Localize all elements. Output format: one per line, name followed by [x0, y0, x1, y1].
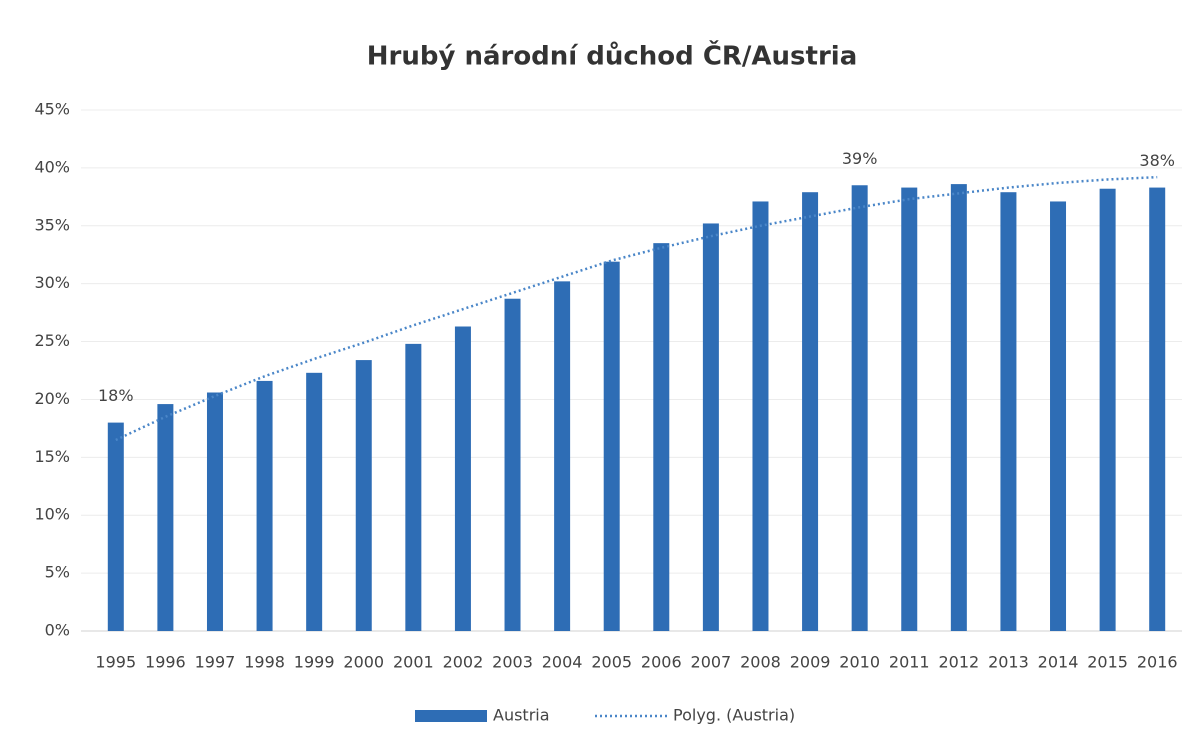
x-tick-label: 2007 — [691, 653, 732, 672]
data-label: 18% — [98, 386, 134, 405]
x-tick-label: 2012 — [938, 653, 979, 672]
x-tick-label: 2006 — [641, 653, 682, 672]
x-tick-label: 2004 — [542, 653, 583, 672]
data-label: 38% — [1139, 151, 1175, 170]
bar — [454, 326, 471, 631]
legend-label: Polyg. (Austria) — [673, 706, 795, 725]
x-tick-label: 1996 — [145, 653, 186, 672]
legend-swatch — [415, 710, 487, 722]
x-tick-label: 2011 — [889, 653, 930, 672]
y-tick-label: 0% — [45, 621, 70, 640]
bar — [1149, 187, 1166, 631]
y-tick-label: 45% — [34, 100, 70, 119]
x-tick-label: 1999 — [294, 653, 335, 672]
x-tick-label: 2000 — [343, 653, 384, 672]
bar — [256, 380, 273, 631]
bar — [752, 201, 769, 631]
y-tick-label: 10% — [34, 505, 70, 524]
bar — [206, 392, 223, 631]
y-tick-label: 25% — [34, 331, 70, 350]
x-tick-label: 2002 — [443, 653, 484, 672]
legend-label: Austria — [493, 706, 550, 725]
bar — [802, 192, 819, 632]
bar — [157, 404, 174, 631]
bar — [1099, 188, 1116, 631]
bar — [355, 360, 372, 631]
bar — [1000, 192, 1017, 632]
bar — [851, 185, 868, 631]
bar — [702, 223, 719, 631]
x-tick-label: 2005 — [591, 653, 632, 672]
x-tick-label: 2003 — [492, 653, 533, 672]
bar — [653, 243, 670, 631]
y-tick-label: 40% — [34, 157, 70, 176]
x-tick-label: 2014 — [1038, 653, 1079, 672]
bar — [405, 343, 422, 631]
y-tick-label: 35% — [34, 215, 70, 234]
x-tick-label: 1998 — [244, 653, 285, 672]
y-tick-label: 30% — [34, 273, 70, 292]
x-tick-label: 2008 — [740, 653, 781, 672]
bar — [107, 422, 124, 631]
bar — [306, 372, 323, 631]
bar — [901, 187, 918, 631]
y-tick-label: 5% — [45, 563, 70, 582]
x-tick-label: 2013 — [988, 653, 1029, 672]
x-tick-label: 2001 — [393, 653, 434, 672]
chart-title: Hrubý národní důchod ČR/Austria — [367, 40, 858, 72]
x-tick-label: 2016 — [1137, 653, 1178, 672]
data-label: 39% — [842, 149, 878, 168]
x-tick-label: 1997 — [195, 653, 236, 672]
x-tick-label: 2010 — [839, 653, 880, 672]
y-tick-label: 20% — [34, 389, 70, 408]
bar — [1050, 201, 1067, 631]
trend-line — [115, 175, 1158, 442]
bar — [554, 281, 571, 631]
x-tick-label: 1995 — [95, 653, 136, 672]
bar — [504, 298, 521, 631]
x-tick-label: 2009 — [790, 653, 831, 672]
y-tick-label: 15% — [34, 447, 70, 466]
x-tick-label: 2015 — [1087, 653, 1128, 672]
bar — [950, 184, 967, 631]
bar — [603, 261, 620, 631]
